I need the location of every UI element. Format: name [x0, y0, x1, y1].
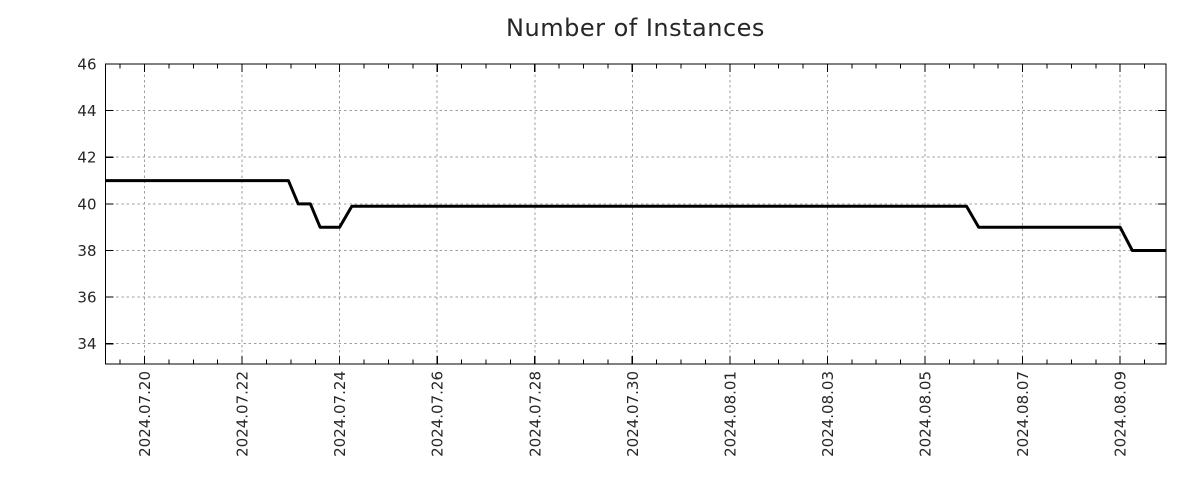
x-tick-label: 2024.07.22	[234, 371, 252, 457]
x-tick-label: 2024.07.24	[331, 371, 349, 457]
y-tick-label: 42	[77, 149, 96, 167]
chart-title: Number of Instances	[506, 14, 765, 42]
y-tick-label: 46	[77, 56, 96, 74]
x-tick-label: 2024.08.07	[1014, 371, 1032, 457]
x-tick-label: 2024.08.09	[1112, 371, 1130, 457]
y-tick-label: 44	[77, 102, 96, 120]
x-tick-label: 2024.08.05	[917, 371, 935, 457]
y-tick-label: 40	[77, 195, 96, 213]
plot-border	[104, 63, 1167, 365]
x-tick-label: 2024.07.28	[526, 371, 544, 457]
y-tick-label: 36	[77, 289, 96, 307]
x-tick-label: 2024.08.03	[819, 371, 837, 457]
data-line	[105, 179, 1166, 252]
x-tick-label: 2024.07.20	[136, 371, 154, 457]
x-tick-label: 2024.07.30	[624, 371, 642, 457]
y-tick-label: 38	[77, 242, 96, 260]
x-tick-label: 2024.07.26	[429, 371, 447, 457]
y-tick-label: 34	[77, 335, 96, 353]
x-tick-label: 2024.08.01	[721, 371, 739, 457]
